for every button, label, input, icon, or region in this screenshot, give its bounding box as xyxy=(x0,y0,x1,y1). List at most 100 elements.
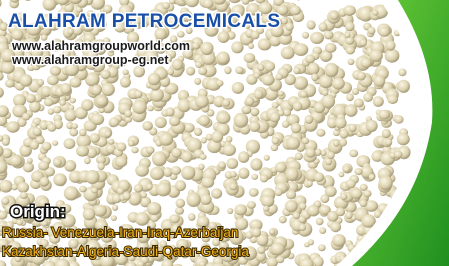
granule xyxy=(97,162,104,170)
granule xyxy=(299,224,306,231)
granule xyxy=(142,121,153,131)
granule xyxy=(85,170,99,184)
granule xyxy=(167,68,174,75)
granule xyxy=(159,133,173,146)
granule xyxy=(316,218,324,226)
granule xyxy=(279,216,287,224)
granule xyxy=(238,151,249,163)
granule xyxy=(72,123,78,129)
granule xyxy=(285,200,298,212)
granule xyxy=(397,80,410,93)
granule xyxy=(184,123,195,133)
granule xyxy=(379,176,393,191)
granule xyxy=(290,5,301,15)
granule xyxy=(47,75,59,85)
country-list: Russia- Venezuela-Iran-Iraq-Azerbaijan xyxy=(2,225,238,240)
granule xyxy=(242,106,252,114)
granule xyxy=(379,110,391,120)
granule xyxy=(244,53,256,63)
granule xyxy=(218,31,230,43)
granule xyxy=(211,188,222,198)
granule xyxy=(96,96,108,106)
granule xyxy=(186,192,200,207)
granule xyxy=(60,100,66,106)
granule xyxy=(200,194,212,205)
granule xyxy=(343,166,351,173)
granule xyxy=(133,66,145,78)
granule xyxy=(200,154,207,160)
granule xyxy=(354,98,364,107)
granule xyxy=(53,173,67,186)
granule xyxy=(354,168,362,175)
granule xyxy=(374,75,386,87)
granule xyxy=(293,101,303,111)
granule xyxy=(125,110,132,118)
granule xyxy=(348,124,356,132)
granule xyxy=(155,117,167,128)
country-list: Kazakhstan-Algeria-Saudi-Qatar-Georgia xyxy=(2,244,249,259)
title: ALAHRAM PETROCEMICALS xyxy=(8,11,280,32)
granule xyxy=(135,212,149,226)
granule xyxy=(148,73,161,85)
granule xyxy=(360,58,371,68)
granule xyxy=(250,108,259,117)
granule xyxy=(397,133,410,145)
granule xyxy=(112,205,118,211)
granule xyxy=(169,116,180,126)
granule xyxy=(278,91,284,97)
granule xyxy=(217,51,230,64)
granule xyxy=(227,208,233,214)
granule xyxy=(79,186,87,193)
granule xyxy=(286,190,296,200)
granule xyxy=(320,194,329,203)
granule xyxy=(76,145,89,156)
granule xyxy=(50,66,61,76)
granule xyxy=(261,195,275,207)
granule xyxy=(194,128,202,136)
granule xyxy=(369,50,383,62)
granule xyxy=(232,82,244,94)
granule xyxy=(64,186,79,200)
granule xyxy=(132,100,147,114)
granule xyxy=(302,32,309,39)
granule xyxy=(37,79,44,86)
granule xyxy=(195,95,209,108)
granule xyxy=(264,61,275,71)
granule xyxy=(338,172,344,177)
url: www.alahramgroup-eg.net xyxy=(11,53,169,67)
granule xyxy=(42,142,52,151)
granule xyxy=(147,202,161,215)
granule xyxy=(134,184,143,193)
granule xyxy=(156,182,171,196)
granule xyxy=(116,142,126,151)
granule xyxy=(162,2,170,9)
granule xyxy=(175,207,184,215)
granule xyxy=(282,121,290,128)
granule xyxy=(83,208,96,221)
granule xyxy=(216,80,224,87)
granule xyxy=(305,115,314,124)
granule xyxy=(254,73,260,79)
granule xyxy=(387,95,398,104)
granule xyxy=(398,69,406,77)
granule xyxy=(235,66,243,74)
granule xyxy=(81,99,93,111)
granule xyxy=(22,113,30,121)
granule xyxy=(286,137,300,150)
granule xyxy=(30,140,39,149)
granule xyxy=(52,140,58,145)
granule xyxy=(123,192,131,200)
granule xyxy=(134,90,142,98)
granule xyxy=(90,133,100,143)
granule xyxy=(319,227,326,234)
granule xyxy=(84,157,91,164)
granule xyxy=(310,32,324,44)
granule xyxy=(181,151,192,162)
granule xyxy=(249,188,259,197)
granule xyxy=(248,43,254,49)
granule xyxy=(79,129,87,137)
granule xyxy=(293,67,300,74)
granule xyxy=(20,74,33,87)
origin-label: Origin: xyxy=(10,202,66,221)
granule xyxy=(47,123,56,132)
